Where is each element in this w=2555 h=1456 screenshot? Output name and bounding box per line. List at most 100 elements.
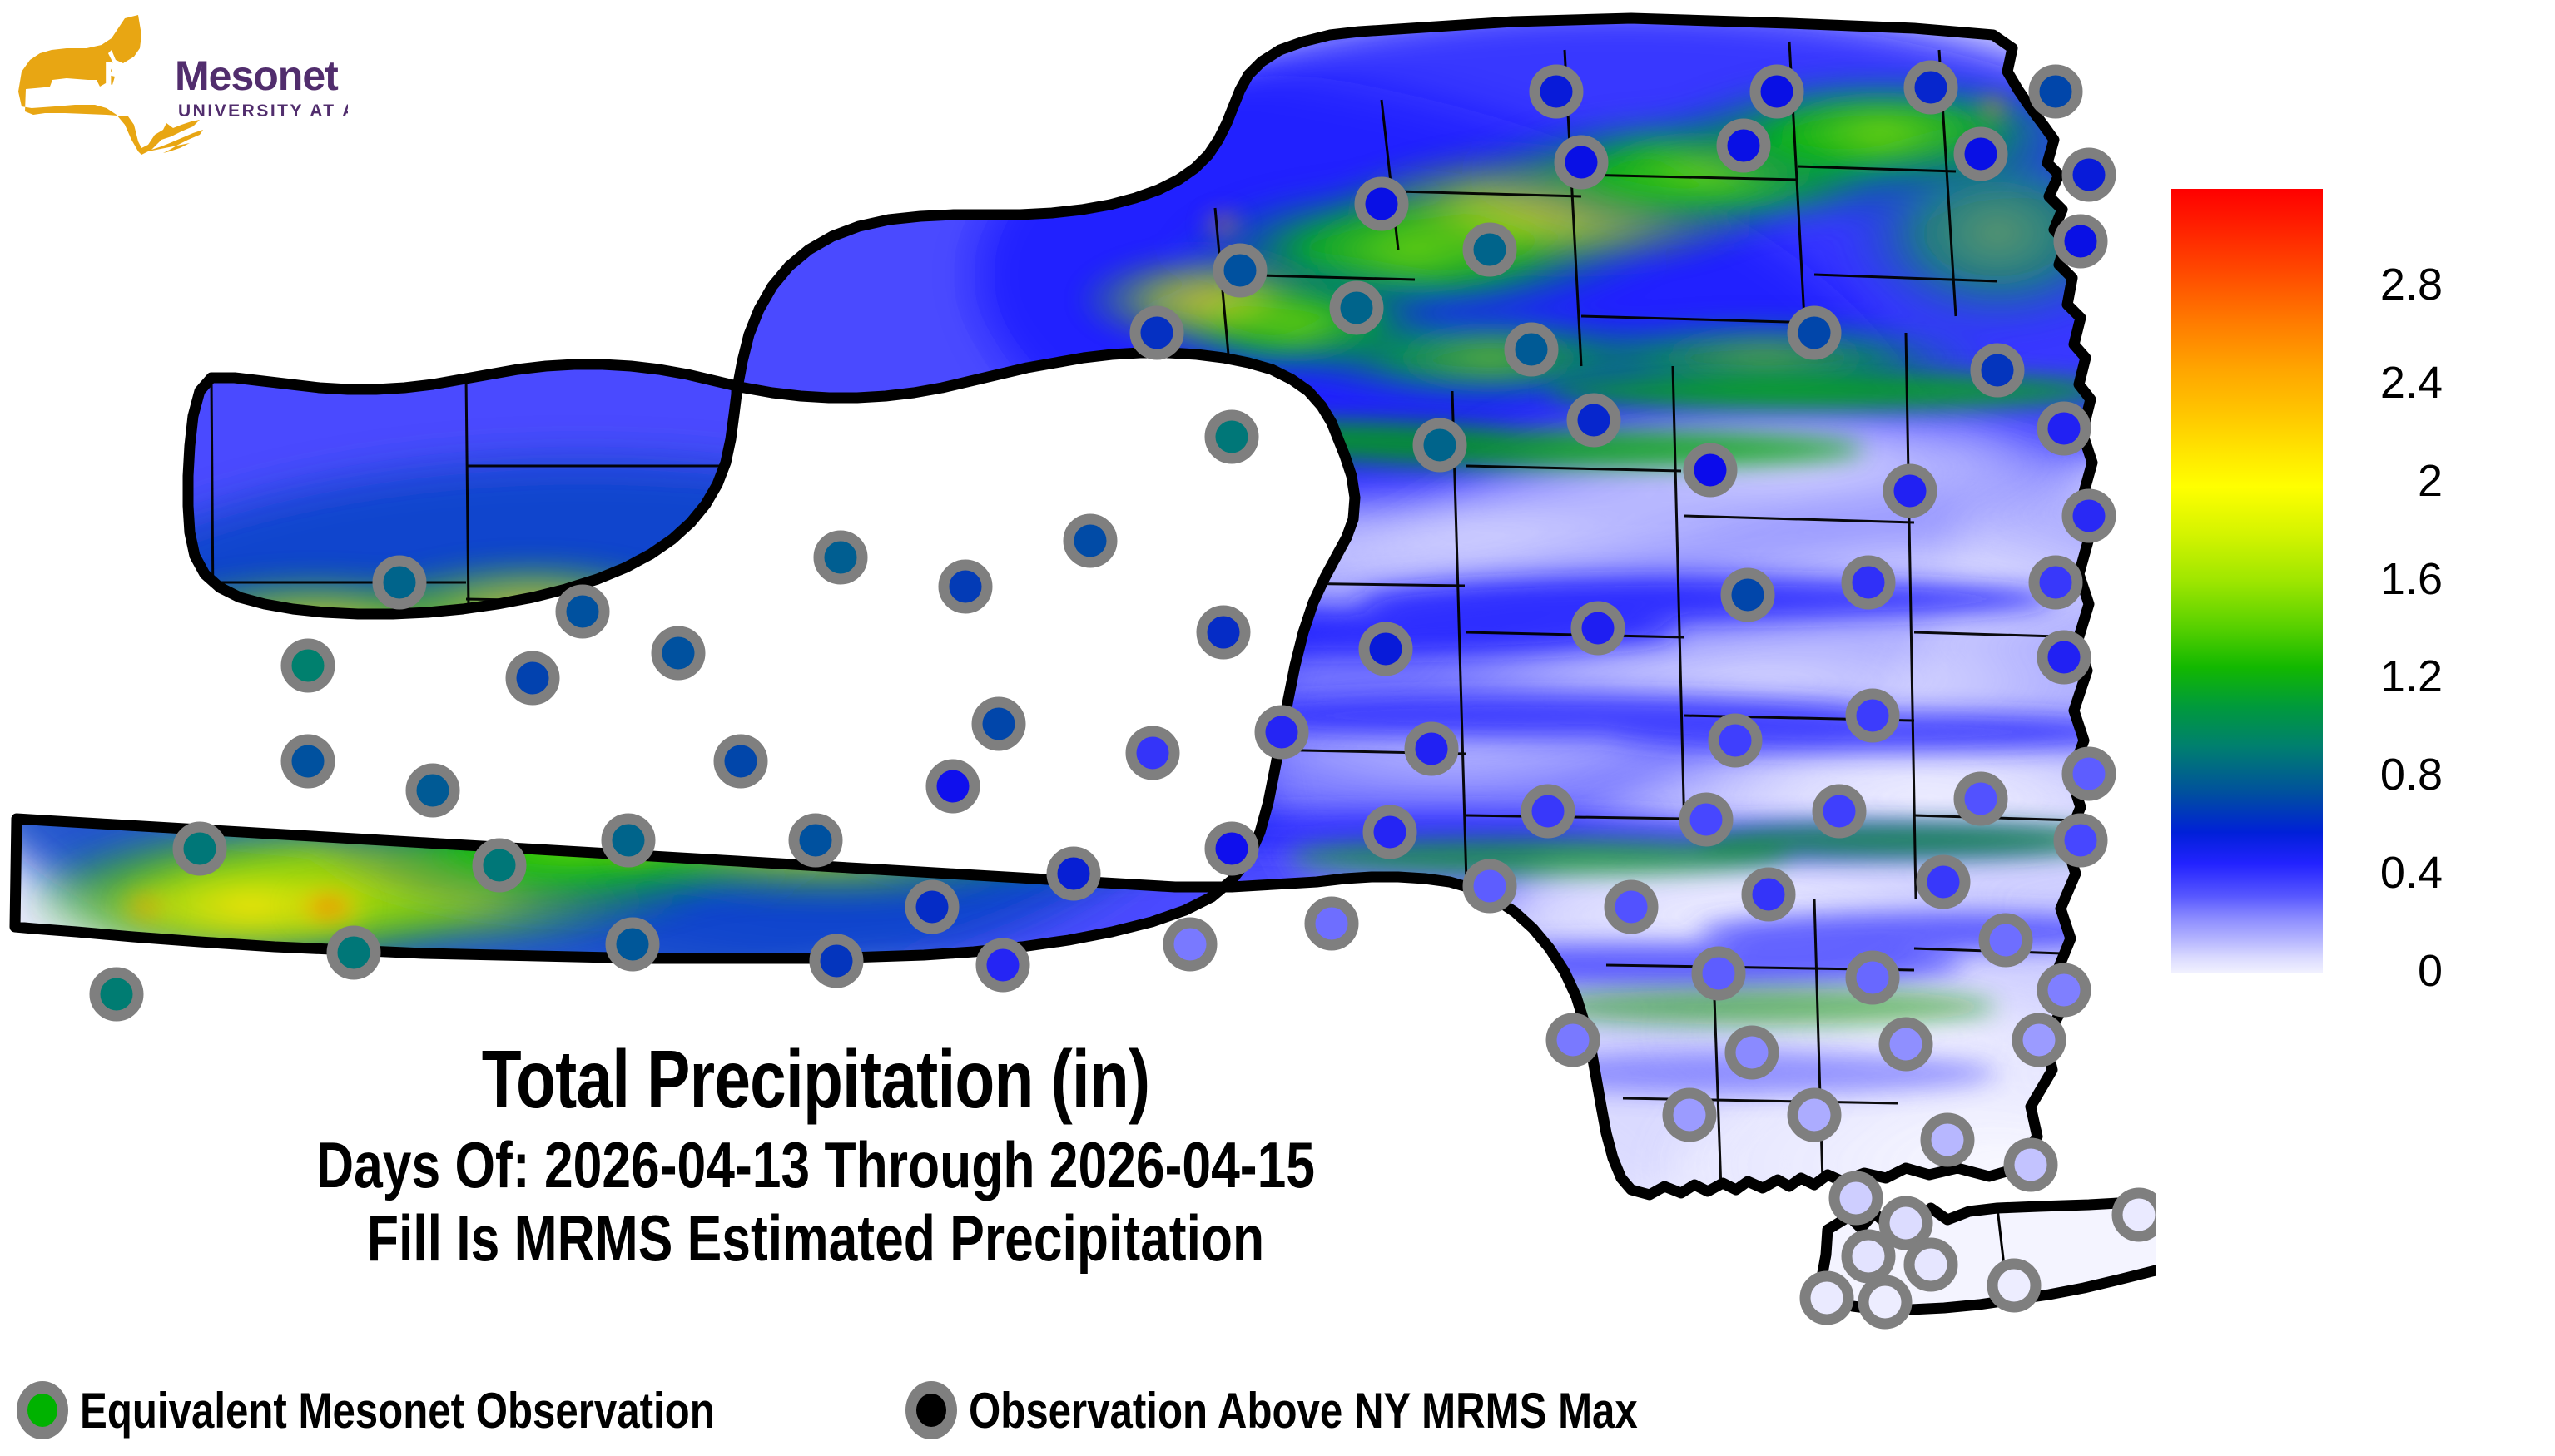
station-marker[interactable] bbox=[1545, 1013, 1600, 1067]
station-marker[interactable] bbox=[1204, 821, 1259, 876]
station-marker[interactable] bbox=[1920, 1112, 1975, 1167]
station-marker[interactable] bbox=[372, 555, 427, 610]
station-marker[interactable] bbox=[1462, 859, 1517, 914]
station-marker[interactable] bbox=[1604, 879, 1659, 934]
station-marker[interactable] bbox=[1724, 1025, 1779, 1080]
station-marker[interactable] bbox=[1716, 118, 1771, 173]
station-marker[interactable] bbox=[89, 967, 144, 1022]
station-marker[interactable] bbox=[2037, 963, 2091, 1018]
station-marker[interactable] bbox=[1841, 555, 1896, 610]
station-marker[interactable] bbox=[1196, 605, 1251, 660]
station-marker[interactable] bbox=[1679, 792, 1734, 847]
legend-item-above-max-observation: Observation Above NY MRMS Max bbox=[905, 1377, 1784, 1444]
station-marker[interactable] bbox=[472, 838, 527, 893]
station-marker[interactable] bbox=[2053, 813, 2108, 868]
station-marker[interactable] bbox=[1916, 854, 1971, 909]
station-marker[interactable] bbox=[1462, 222, 1517, 277]
station-marker[interactable] bbox=[1987, 1258, 2042, 1313]
station-marker[interactable] bbox=[2012, 1013, 2066, 1067]
station-marker[interactable] bbox=[601, 813, 656, 868]
station-marker[interactable] bbox=[713, 734, 768, 789]
station-marker[interactable] bbox=[2111, 1187, 2156, 1242]
station-marker[interactable] bbox=[1858, 1275, 1913, 1330]
station-marker[interactable] bbox=[505, 651, 560, 706]
station-marker[interactable] bbox=[172, 821, 227, 876]
station-marker[interactable] bbox=[2037, 630, 2091, 685]
colorbar-tick-0: 0 bbox=[2417, 946, 2443, 996]
station-marker[interactable] bbox=[2037, 401, 2091, 456]
station-marker[interactable] bbox=[938, 559, 993, 614]
station-marker[interactable] bbox=[1741, 867, 1796, 922]
station-marker[interactable] bbox=[1970, 343, 2025, 398]
station-marker[interactable] bbox=[1125, 726, 1180, 780]
station-marker[interactable] bbox=[2061, 746, 2116, 801]
date-range-subtitle: Days Of: 2026-04-13 Through 2026-04-15 bbox=[316, 1127, 1315, 1201]
station-marker[interactable] bbox=[809, 934, 864, 988]
logo-state-shape bbox=[18, 15, 203, 155]
station-marker[interactable] bbox=[813, 530, 868, 585]
station-marker[interactable] bbox=[1903, 1237, 1958, 1292]
station-marker[interactable] bbox=[2061, 147, 2116, 202]
station-marker[interactable] bbox=[1329, 280, 1384, 335]
station-marker[interactable] bbox=[1204, 409, 1259, 464]
station-marker[interactable] bbox=[2061, 488, 2116, 543]
station-marker[interactable] bbox=[1662, 1087, 1717, 1142]
station-marker[interactable] bbox=[1063, 513, 1118, 568]
station-marker[interactable] bbox=[1720, 567, 1775, 622]
station-marker[interactable] bbox=[2028, 555, 2083, 610]
station-marker[interactable] bbox=[1787, 305, 1842, 360]
station-marker[interactable] bbox=[905, 879, 960, 934]
colorbar-tick-labels: 2.8 2.4 2 1.6 1.2 0.8 0.4 0 bbox=[2343, 92, 2526, 1023]
station-marker[interactable] bbox=[280, 734, 335, 789]
station-marker[interactable] bbox=[1129, 305, 1184, 360]
station-marker[interactable] bbox=[1213, 243, 1268, 298]
station-marker[interactable] bbox=[1404, 721, 1459, 776]
station-marker[interactable] bbox=[1953, 771, 2008, 826]
station-marker[interactable] bbox=[971, 696, 1026, 751]
station-marker[interactable] bbox=[1566, 393, 1621, 448]
station-marker[interactable] bbox=[1529, 64, 1584, 119]
station-marker[interactable] bbox=[1883, 463, 1937, 518]
station-marker[interactable] bbox=[1354, 176, 1409, 231]
station-marker[interactable] bbox=[651, 626, 706, 681]
station-marker[interactable] bbox=[1978, 913, 2033, 968]
station-marker[interactable] bbox=[1163, 917, 1218, 972]
station-marker[interactable] bbox=[1828, 1171, 1883, 1226]
station-marker[interactable] bbox=[1878, 1196, 1933, 1250]
station-marker[interactable] bbox=[405, 763, 460, 818]
station-marker[interactable] bbox=[1521, 784, 1575, 839]
station-marker[interactable] bbox=[1691, 946, 1746, 1001]
station-marker[interactable] bbox=[1812, 784, 1867, 839]
station-marker[interactable] bbox=[1254, 705, 1309, 760]
station-marker[interactable] bbox=[1787, 1087, 1842, 1142]
station-marker[interactable] bbox=[1412, 418, 1467, 473]
station-marker[interactable] bbox=[1358, 622, 1413, 676]
station-marker[interactable] bbox=[2003, 1137, 2058, 1192]
station-marker[interactable] bbox=[1504, 322, 1559, 377]
station-marker[interactable] bbox=[1953, 126, 2008, 181]
station-marker[interactable] bbox=[925, 759, 980, 814]
station-marker[interactable] bbox=[1749, 64, 1804, 119]
station-marker[interactable] bbox=[1708, 713, 1763, 768]
station-marker[interactable] bbox=[326, 925, 381, 980]
station-marker[interactable] bbox=[280, 638, 335, 693]
station-marker[interactable] bbox=[1845, 688, 1900, 743]
station-marker[interactable] bbox=[1683, 443, 1738, 498]
station-marker[interactable] bbox=[1570, 601, 1625, 656]
station-marker[interactable] bbox=[788, 813, 843, 868]
station-marker[interactable] bbox=[2053, 214, 2108, 269]
logo-university-text: UNIVERSITY AT ALBANY bbox=[178, 102, 348, 121]
station-marker[interactable] bbox=[1554, 135, 1609, 190]
station-marker[interactable] bbox=[555, 584, 610, 639]
station-marker[interactable] bbox=[1903, 60, 1958, 115]
station-marker[interactable] bbox=[1878, 1017, 1933, 1072]
station-marker[interactable] bbox=[975, 938, 1030, 993]
station-marker[interactable] bbox=[605, 917, 660, 972]
station-marker[interactable] bbox=[1841, 1229, 1896, 1284]
station-marker[interactable] bbox=[1304, 896, 1359, 951]
station-marker[interactable] bbox=[1799, 1270, 1854, 1325]
station-marker[interactable] bbox=[1362, 805, 1417, 859]
station-marker[interactable] bbox=[1046, 846, 1101, 901]
station-marker[interactable] bbox=[2028, 64, 2083, 119]
station-marker[interactable] bbox=[1845, 950, 1900, 1005]
